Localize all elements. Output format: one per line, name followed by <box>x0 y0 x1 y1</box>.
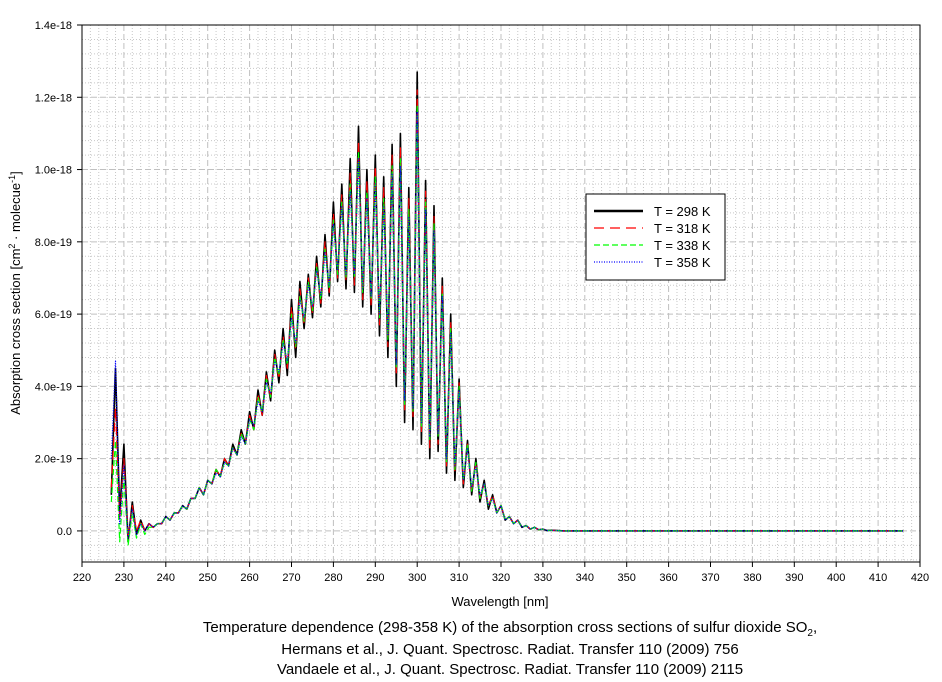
y-tick-label: 6.0e-19 <box>35 309 72 321</box>
y-tick-label: 1.2e-18 <box>35 92 72 104</box>
x-tick-label: 360 <box>659 572 677 584</box>
legend-box <box>585 193 726 281</box>
y-tick-label: 0.0 <box>57 526 72 538</box>
series-line-298k <box>110 71 904 543</box>
x-tick-label: 270 <box>282 572 300 584</box>
legend-label: T = 338 K <box>654 238 711 253</box>
x-tick-label: 290 <box>366 572 384 584</box>
x-tick-label: 220 <box>73 572 91 584</box>
x-tick-label: 250 <box>199 572 217 584</box>
x-tick-label: 400 <box>827 572 845 584</box>
y-axis-label: Absorption cross section [cm2 · molecue-… <box>7 171 23 415</box>
x-tick-label: 330 <box>534 572 552 584</box>
legend-label: T = 358 K <box>654 255 711 270</box>
y-tick-label: 1.0e-18 <box>35 165 72 177</box>
x-axis-label: Wavelength [nm] <box>451 594 548 609</box>
y-tick-label: 4.0e-19 <box>35 381 72 393</box>
x-tick-label: 380 <box>743 572 761 584</box>
x-tick-label: 390 <box>785 572 803 584</box>
y-tick-label: 8.0e-19 <box>35 237 72 249</box>
y-tick-label: 1.4e-18 <box>35 20 72 32</box>
x-tick-label: 340 <box>576 572 594 584</box>
x-tick-label: 320 <box>492 572 510 584</box>
series-lines <box>110 71 904 547</box>
x-tick-label: 410 <box>869 572 887 584</box>
grid <box>81 24 921 562</box>
x-tick-label: 350 <box>618 572 636 584</box>
x-tick-label: 370 <box>701 572 719 584</box>
caption-line-1: Temperature dependence (298-358 K) of th… <box>202 619 818 639</box>
series-line-358k <box>110 111 904 539</box>
x-tick-label: 260 <box>240 572 258 584</box>
x-tick-label: 280 <box>324 572 342 584</box>
axis-ticks: 220 230 240 250 260 270 280 290 300 310 320 330 340 3… <box>35 20 929 584</box>
caption-line-2: Hermans et al., J. Quant. Spectrosc. Rad… <box>281 641 739 658</box>
legend-label: T = 318 K <box>654 221 711 236</box>
x-tick-label: 230 <box>115 572 133 584</box>
x-tick-label: 300 <box>408 572 426 584</box>
x-tick-label: 240 <box>157 572 175 584</box>
series-line-338k <box>110 103 904 547</box>
y-tick-label: 2.0e-19 <box>35 454 72 466</box>
legend-label: T = 298 K <box>654 204 711 219</box>
x-tick-label: 420 <box>911 572 929 584</box>
caption-line-3: Vandaele et al., J. Quant. Spectrosc. Ra… <box>276 661 744 678</box>
legend: T = 298 K T = 318 K T = 338 K T = 358 K <box>585 193 726 281</box>
x-tick-label: 310 <box>450 572 468 584</box>
